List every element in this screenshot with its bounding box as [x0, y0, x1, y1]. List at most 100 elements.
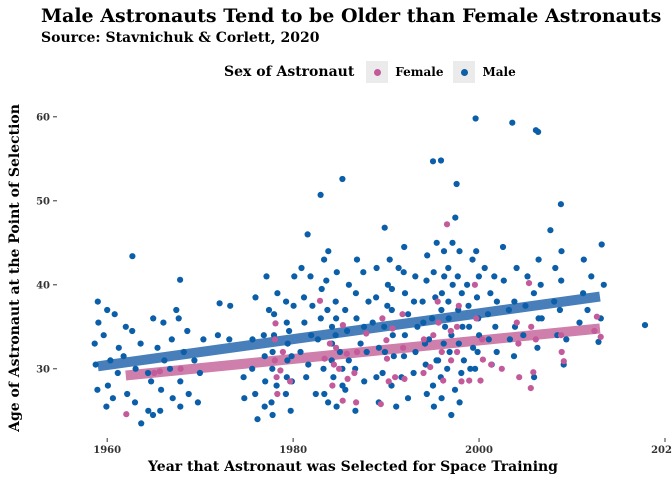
- point-female: [330, 361, 337, 368]
- legend-key-female: [366, 61, 389, 83]
- point-female: [427, 364, 434, 371]
- point-male: [401, 332, 408, 339]
- point-male: [444, 365, 451, 372]
- point-female: [434, 298, 441, 305]
- point-male: [438, 395, 445, 402]
- point-male: [493, 348, 500, 356]
- point-male: [381, 224, 388, 231]
- point-male: [373, 264, 380, 272]
- point-male: [226, 336, 233, 343]
- point-male: [265, 306, 273, 314]
- point-male: [401, 243, 408, 251]
- point-female: [383, 337, 390, 344]
- point-male: [420, 319, 427, 326]
- point-male: [424, 252, 431, 259]
- point-female: [151, 369, 158, 377]
- point-male: [352, 407, 359, 414]
- point-male: [157, 407, 164, 414]
- point-male: [216, 300, 223, 307]
- point-male: [363, 348, 370, 356]
- point-male: [388, 285, 395, 293]
- point-male: [425, 336, 433, 343]
- point-female: [271, 336, 278, 343]
- point-male: [109, 395, 116, 402]
- point-male: [442, 323, 449, 330]
- point-male: [300, 294, 308, 301]
- point-male: [249, 336, 256, 343]
- point-male: [318, 285, 325, 293]
- point-male: [94, 298, 101, 305]
- point-female: [516, 374, 523, 381]
- point-male: [381, 323, 388, 330]
- point-male: [454, 273, 461, 280]
- point-male: [453, 180, 460, 188]
- point-female: [454, 348, 461, 356]
- point-male: [309, 302, 316, 309]
- point-male: [641, 322, 649, 329]
- point-male: [537, 281, 544, 288]
- point-female: [525, 280, 533, 287]
- point-male: [92, 361, 99, 368]
- point-male: [455, 340, 462, 347]
- point-male: [94, 386, 101, 393]
- point-male: [472, 115, 479, 122]
- point-male: [360, 269, 367, 276]
- legend-dot-female-icon: [373, 68, 381, 76]
- point-male: [150, 315, 157, 322]
- point-male: [558, 248, 565, 255]
- point-male: [400, 353, 408, 360]
- legend-label-male: Male: [482, 65, 516, 79]
- point-male: [333, 403, 340, 410]
- point-male: [95, 319, 102, 326]
- point-male: [333, 315, 340, 322]
- point-male: [304, 231, 311, 238]
- point-male: [320, 365, 327, 372]
- point-female: [593, 313, 601, 320]
- point-male: [459, 323, 466, 330]
- point-male: [333, 269, 340, 276]
- point-male: [345, 357, 352, 364]
- point-female: [336, 365, 343, 372]
- point-male: [465, 302, 472, 309]
- point-male: [491, 273, 498, 280]
- point-male: [284, 357, 291, 364]
- point-male: [138, 420, 145, 427]
- point-male: [352, 290, 359, 297]
- x-tick-label: 2020: [651, 445, 672, 456]
- point-male: [336, 348, 343, 356]
- point-male: [500, 277, 507, 284]
- point-male: [410, 298, 418, 305]
- point-male: [538, 315, 545, 322]
- point-male: [412, 273, 419, 280]
- point-male: [390, 353, 397, 360]
- point-female: [430, 332, 437, 339]
- point-male: [458, 369, 465, 377]
- point-male: [386, 256, 393, 263]
- point-female: [353, 348, 361, 356]
- point-male: [375, 344, 382, 351]
- point-female: [447, 327, 454, 335]
- point-male: [452, 214, 459, 221]
- point-male: [557, 201, 565, 208]
- point-male: [254, 416, 261, 423]
- point-female: [591, 327, 598, 335]
- point-female: [515, 340, 522, 347]
- axes: 1960 1980 2000 2020 30 40 50 60: [36, 112, 672, 456]
- point-female: [383, 355, 391, 362]
- point-male: [273, 382, 280, 389]
- point-male: [473, 248, 480, 255]
- point-male: [261, 353, 268, 360]
- point-female: [479, 356, 486, 363]
- point-male: [449, 239, 456, 246]
- point-male: [290, 302, 297, 309]
- point-male: [263, 273, 270, 280]
- point-male: [584, 306, 591, 314]
- point-male: [481, 264, 488, 272]
- point-male: [472, 365, 479, 372]
- point-female: [344, 375, 351, 382]
- legend-key-male: [453, 61, 476, 83]
- point-male: [342, 306, 349, 314]
- point-female: [488, 361, 495, 368]
- point-male: [360, 323, 368, 330]
- point-male: [499, 243, 507, 251]
